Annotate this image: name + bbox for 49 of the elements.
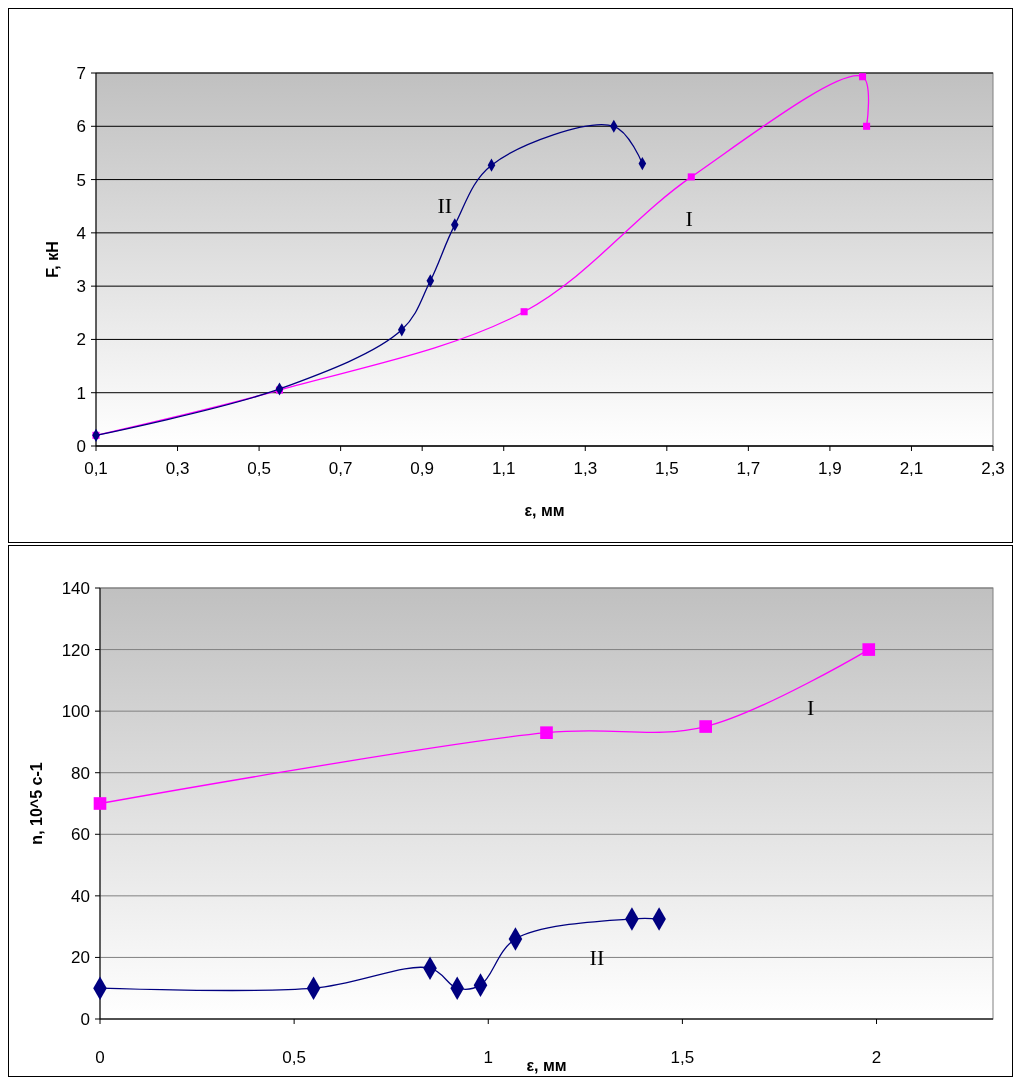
point xyxy=(93,797,107,810)
x-tick-label: 0,5 xyxy=(247,459,271,478)
y-tick-label: 100 xyxy=(61,702,90,722)
y-tick-label: 3 xyxy=(76,277,86,297)
x-tick-label: 1,7 xyxy=(736,459,761,478)
y-tick-label: 7 xyxy=(76,63,86,83)
y-tick-label: 6 xyxy=(76,117,86,137)
x-axis-title: ε, мм xyxy=(524,502,565,519)
x-tick-label: 1,5 xyxy=(670,1048,695,1067)
x-axis-title: ε, мм xyxy=(526,1057,567,1074)
x-tick-label: 1 xyxy=(483,1048,493,1067)
y-tick-label: 120 xyxy=(61,640,90,660)
point xyxy=(520,308,528,316)
y-tick-label: 60 xyxy=(71,825,90,845)
y-tick-label: 5 xyxy=(76,170,86,190)
point xyxy=(699,720,713,733)
point xyxy=(540,726,553,740)
y-tick-label: 4 xyxy=(76,223,86,243)
x-tick-label: 1,1 xyxy=(491,459,516,478)
x-tick-label: 2,1 xyxy=(899,459,924,478)
x-tick-label: 0,7 xyxy=(328,459,353,478)
point xyxy=(858,73,867,81)
point xyxy=(862,643,876,656)
y-axis-title: F, кН xyxy=(44,241,61,278)
x-tick-label: 0 xyxy=(95,1048,105,1067)
y-tick-label: 2 xyxy=(76,330,86,350)
y-tick-label: 140 xyxy=(61,578,90,598)
y-tick-label: 1 xyxy=(76,383,86,403)
series-label: I xyxy=(685,205,693,231)
x-tick-label: 1,5 xyxy=(655,459,679,478)
point xyxy=(863,122,871,130)
series-label: I xyxy=(807,695,815,721)
y-axis-title: n, 10^5 c-1 xyxy=(28,762,45,845)
y-tick-label: 40 xyxy=(71,886,90,906)
y-tick-label: 0 xyxy=(80,1009,90,1029)
x-tick-label: 2 xyxy=(871,1048,882,1067)
x-tick-label: 2,3 xyxy=(981,459,1005,478)
x-tick-label: 0,3 xyxy=(165,459,190,478)
series-label: II xyxy=(589,944,605,970)
x-tick-label: 0,9 xyxy=(410,459,434,478)
series-label: II xyxy=(437,192,453,218)
x-tick-label: 1,3 xyxy=(573,459,598,478)
y-tick-label: 0 xyxy=(76,436,86,456)
x-tick-label: 0,1 xyxy=(84,459,108,478)
y-tick-label: 20 xyxy=(71,948,90,968)
x-tick-label: 1,9 xyxy=(818,459,842,478)
y-tick-label: 80 xyxy=(71,763,90,783)
x-tick-label: 0,5 xyxy=(282,1048,306,1067)
point xyxy=(687,173,695,181)
